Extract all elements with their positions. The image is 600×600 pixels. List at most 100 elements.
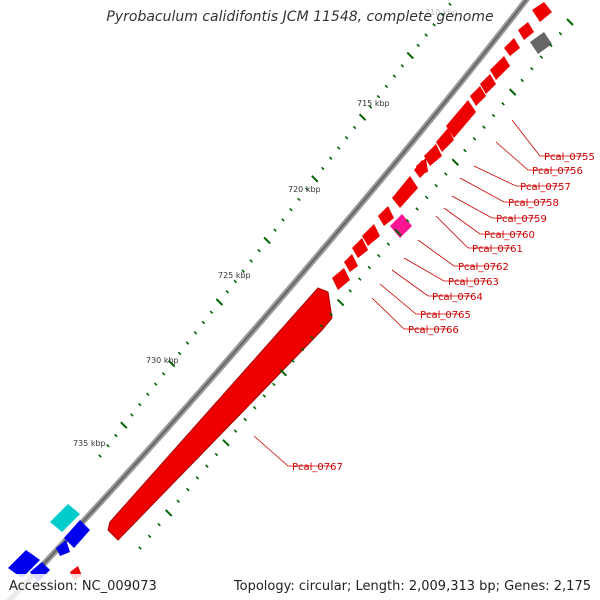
- tick-mark: [344, 135, 349, 140]
- tick-mark: [406, 51, 414, 60]
- gene-pcal-0755[interactable]: [470, 86, 486, 106]
- tick-mark: [193, 331, 198, 335]
- tick-mark: [167, 359, 176, 368]
- tick-mark: [558, 31, 563, 36]
- gene-outer-gray[interactable]: [530, 32, 552, 54]
- gene-pcal-0764[interactable]: [352, 238, 368, 258]
- gene-pcal-0767[interactable]: [107, 287, 333, 541]
- gene-pcal-0765[interactable]: [344, 254, 358, 272]
- kbp-ticks: [98, 2, 574, 550]
- tick-mark: [405, 218, 410, 223]
- gene-pcal-0758[interactable]: [424, 144, 442, 166]
- gene-cyan[interactable]: [50, 504, 80, 532]
- gene-label[interactable]: Pcal_0762: [458, 262, 509, 273]
- gene-pcal-0762[interactable]: [378, 206, 394, 226]
- tick-mark: [328, 156, 333, 161]
- tick-mark: [201, 320, 206, 325]
- gene-label[interactable]: Pcal_0755: [544, 152, 595, 163]
- gene-leader-line: [417, 239, 498, 267]
- tick-mark: [416, 43, 420, 48]
- gene-pcal-0756[interactable]: [446, 100, 476, 138]
- gene-blue-2[interactable]: [56, 540, 70, 556]
- tick-mark: [241, 269, 245, 273]
- tick-mark: [263, 236, 271, 245]
- topology-text: Topology: circular; Length: 2,009,313 bp…: [233, 579, 591, 594]
- tick-mark: [348, 289, 352, 293]
- gene-label[interactable]: Pcal_0757: [520, 182, 571, 193]
- tick-mark: [205, 464, 209, 468]
- tick-mark: [520, 78, 524, 83]
- tick-mark: [530, 66, 534, 71]
- tick-mark: [415, 207, 419, 211]
- accession-text: Accession: NC_009073: [9, 579, 157, 594]
- tick-mark: [566, 18, 574, 26]
- tick-mark: [291, 359, 295, 363]
- gene-outer-red-2[interactable]: [518, 22, 534, 40]
- gene-labels: Pcal_0755 Pcal_0756 Pcal_0757 Pcal_0758 Pcal…: [253, 119, 595, 473]
- reverse-strand-genes: [8, 504, 90, 582]
- gene-upstream-1[interactable]: [480, 74, 496, 94]
- gene-outer-red-3[interactable]: [416, 158, 428, 174]
- tick-mark: [463, 148, 467, 153]
- gene-label[interactable]: Pcal_0759: [496, 214, 547, 225]
- tick-mark: [392, 74, 397, 78]
- kbp-label-720: 720 kbp: [288, 185, 321, 194]
- tick-mark: [432, 23, 436, 27]
- tick-mark: [424, 195, 429, 200]
- gene-leader-line: [435, 215, 512, 249]
- tick-mark: [320, 166, 325, 171]
- tick-mark: [394, 228, 402, 237]
- kbp-label-725: 725 kbp: [218, 271, 251, 280]
- gene-leader-line: [511, 119, 584, 157]
- gene-label[interactable]: Pcal_0766: [408, 325, 459, 336]
- tick-mark: [352, 125, 357, 130]
- gene-label[interactable]: Pcal_0758: [508, 198, 559, 209]
- tick-mark: [186, 487, 190, 492]
- tick-mark: [214, 452, 219, 457]
- kbp-label-730: 730 kbp: [146, 356, 179, 365]
- gene-label[interactable]: Pcal_0763: [448, 277, 499, 288]
- tick-mark: [297, 197, 301, 202]
- tick-mark: [164, 509, 173, 517]
- gene-leader-line: [473, 165, 560, 187]
- tick-mark: [424, 33, 428, 37]
- kbp-label-715: 715 kbp: [357, 99, 390, 108]
- gene-leader-line: [459, 177, 548, 203]
- tick-mark: [209, 310, 214, 315]
- gene-pcal-0757[interactable]: [436, 128, 454, 152]
- gene-upstream-2[interactable]: [490, 56, 510, 80]
- genome-backbone-highlight: [8, 0, 528, 600]
- gene-label[interactable]: Pcal_0760: [484, 230, 535, 241]
- gene-label[interactable]: Pcal_0765: [420, 310, 471, 321]
- gene-label[interactable]: Pcal_0761: [472, 244, 523, 255]
- tick-mark: [482, 125, 486, 129]
- gene-label[interactable]: Pcal_0764: [432, 292, 483, 303]
- tick-mark: [130, 413, 134, 417]
- gene-pcal-0763[interactable]: [362, 224, 380, 246]
- tick-mark: [157, 522, 161, 527]
- gene-label[interactable]: Pcal_0756: [532, 166, 583, 177]
- tick-mark: [444, 172, 448, 176]
- info-footer: Accession: NC_009073 Topology: circular;…: [0, 574, 600, 600]
- gene-upstream-3[interactable]: [504, 38, 520, 56]
- tick-mark: [177, 351, 182, 356]
- gene-pcal-0766[interactable]: [332, 268, 350, 290]
- tick-mark: [386, 242, 391, 246]
- tick-mark: [138, 546, 142, 550]
- gene-blue-1[interactable]: [64, 520, 90, 548]
- tick-mark: [262, 394, 266, 398]
- tick-mark: [243, 417, 247, 422]
- tick-mark: [289, 207, 293, 212]
- gene-leader-line: [253, 435, 332, 467]
- tick-mark: [222, 439, 230, 447]
- tick-mark: [161, 372, 166, 376]
- tick-mark: [257, 248, 261, 253]
- gene-outer-red-1[interactable]: [532, 2, 552, 22]
- tick-mark: [501, 102, 505, 106]
- gene-pcal-0760[interactable]: [392, 176, 418, 208]
- kbp-label-735: 735 kbp: [73, 439, 106, 448]
- tick-mark: [225, 289, 230, 294]
- gene-blue-3[interactable]: [8, 550, 40, 578]
- gene-label[interactable]: Pcal_0767: [292, 462, 343, 473]
